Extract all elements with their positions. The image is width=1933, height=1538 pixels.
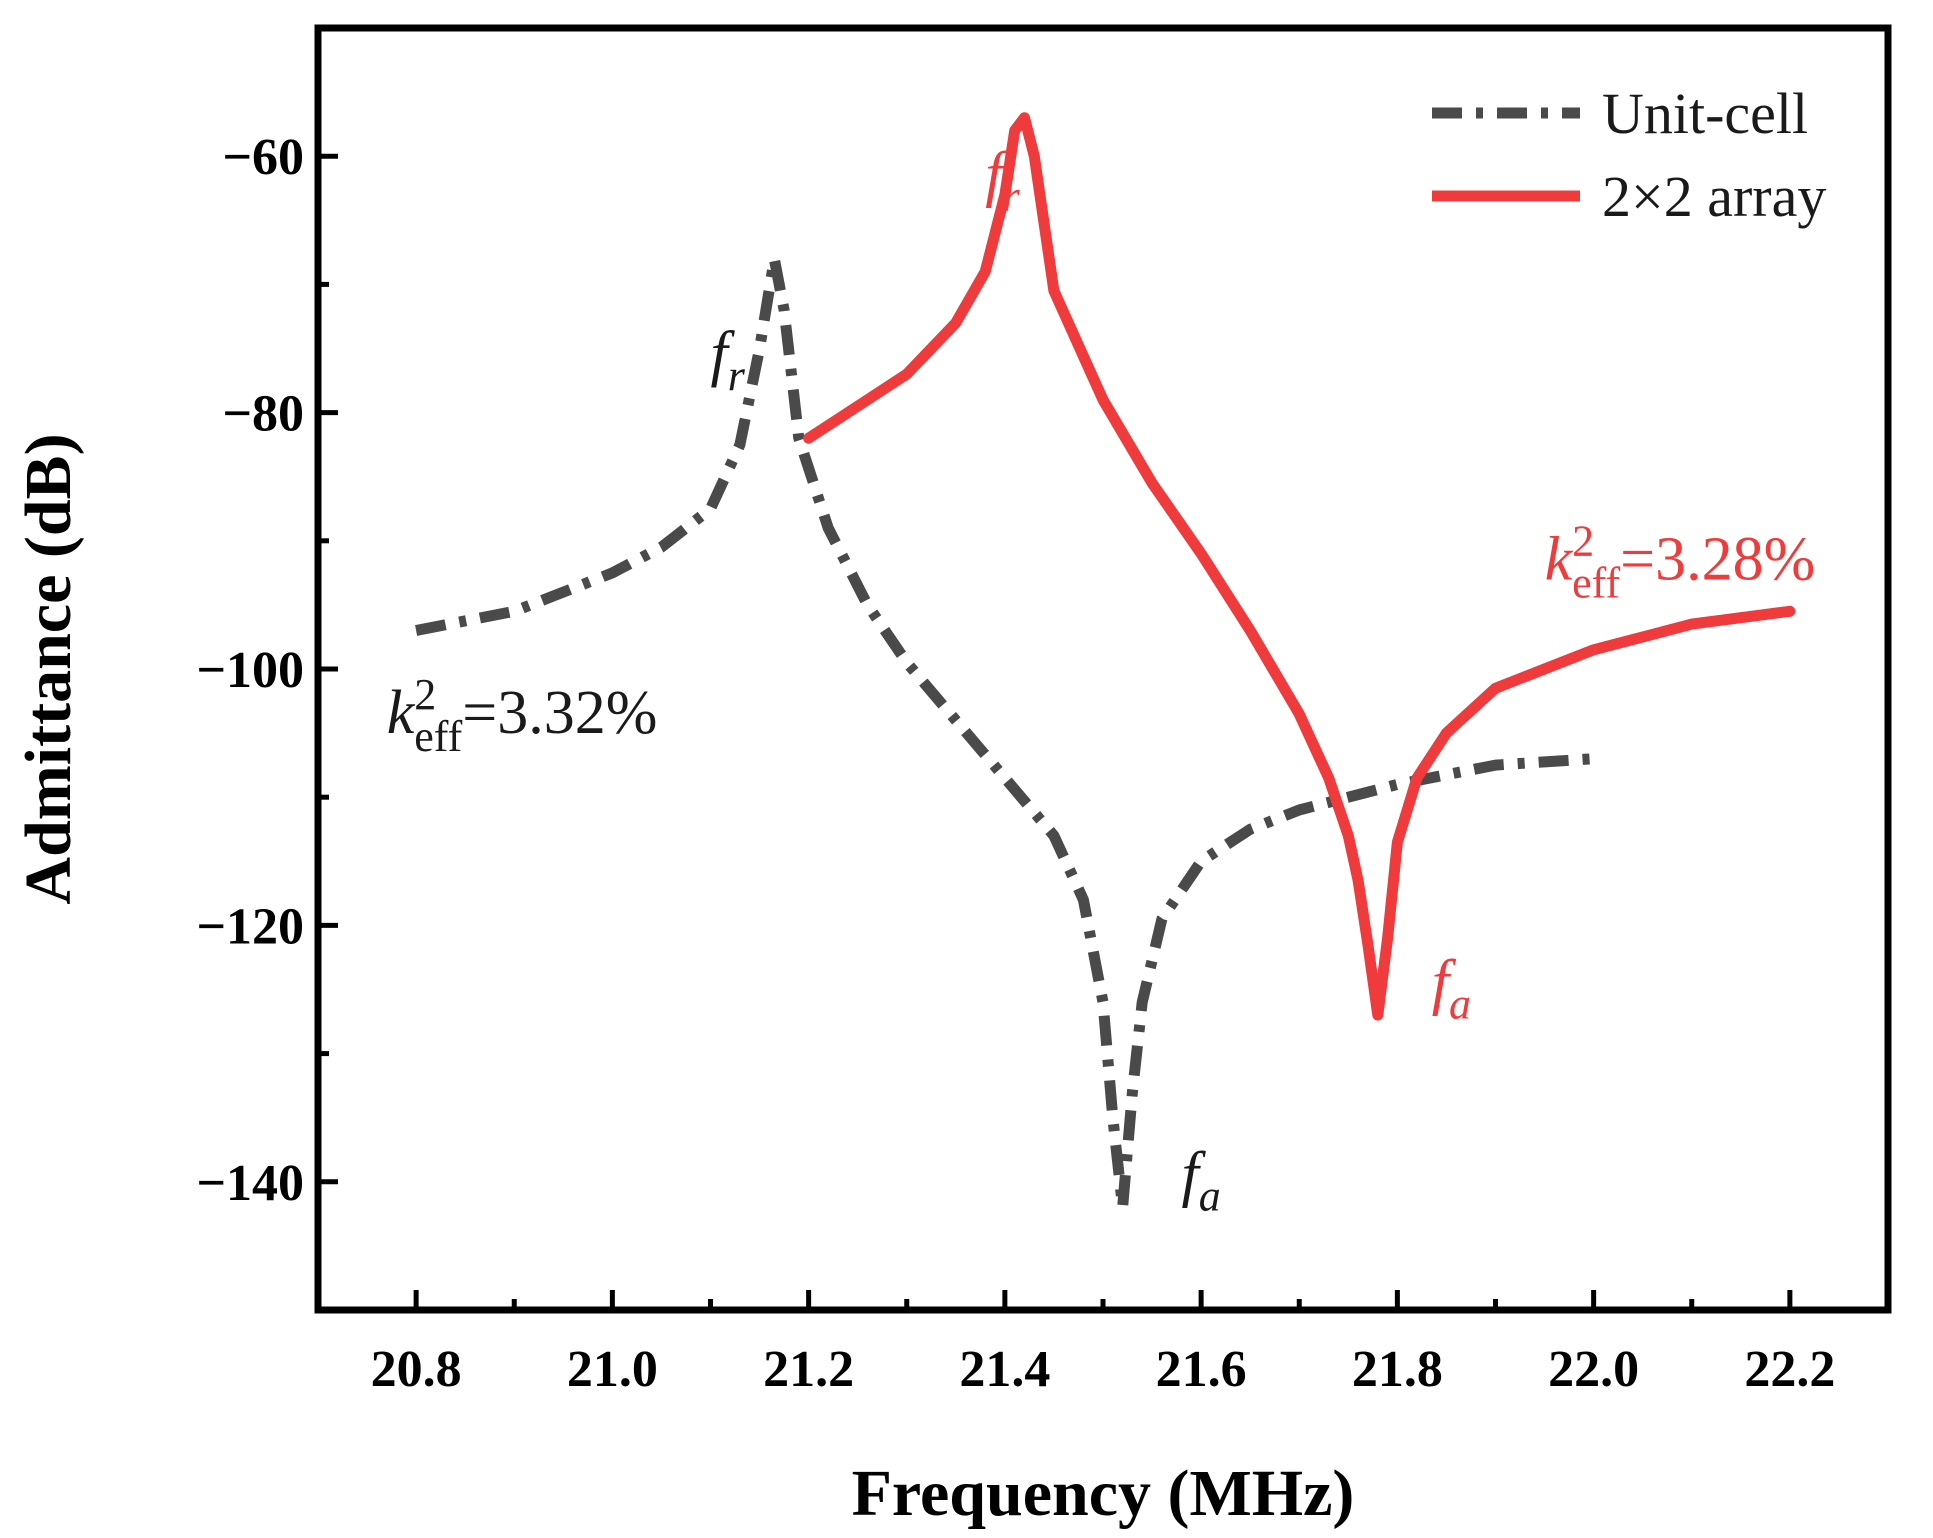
y-tick-label: −120: [196, 898, 304, 955]
x-tick-label: 22.0: [1548, 1341, 1639, 1398]
x-tick-label: 21.2: [763, 1341, 854, 1398]
annotation-3: fa: [1182, 1141, 1221, 1221]
x-axis-title: Frequency (MHz): [852, 1457, 1355, 1530]
annotation-subscript: eff: [1572, 558, 1620, 607]
x-tick-label: 20.8: [371, 1341, 462, 1398]
annotation-subscript: eff: [414, 712, 462, 761]
series-layer: [415, 112, 1796, 1213]
legend: Unit-cell 2×2 array: [1432, 81, 1826, 229]
annotation-1: fr: [711, 320, 746, 400]
axis-ticks: 20.8 21.0 21.2 21.4 21.6 21.8 22.0 22.2 −60 −80 −1…: [196, 25, 1835, 1398]
annotation-5: k2 eff=3.32%: [387, 670, 658, 761]
y-tick-label: −140: [196, 1155, 304, 1212]
x-tick-label: 21.6: [1156, 1341, 1247, 1398]
y-axis-title: Admittance (dB): [12, 433, 85, 904]
legend-array-label: 2×2 array: [1602, 164, 1826, 229]
y-tick-label: −80: [222, 386, 304, 443]
annotation-4: k2 eff=3.28%: [1545, 516, 1816, 607]
legend-unit-cell-label: Unit-cell: [1602, 81, 1808, 146]
series-unit-cell-line: [415, 253, 1594, 1213]
annotation-subscript: a: [1449, 979, 1471, 1028]
y-tick-label: −100: [196, 642, 304, 699]
annotation-subscript: a: [1199, 1172, 1221, 1221]
annotation-2: fa: [1432, 948, 1471, 1028]
annotation-superscript: 2: [1572, 516, 1594, 565]
annotation-subscript: r: [728, 351, 746, 400]
annotation-value: =3.28%: [1620, 525, 1815, 593]
annotation-superscript: 2: [414, 670, 436, 719]
y-tick-label: −60: [222, 129, 304, 186]
series-array-line: [803, 112, 1796, 1021]
x-tick-label: 21.4: [959, 1341, 1050, 1398]
x-tick-label: 21.0: [567, 1341, 658, 1398]
x-tick-label: 22.2: [1744, 1341, 1835, 1398]
annotation-subscript: r: [1002, 172, 1020, 221]
annotation-value: =3.32%: [462, 679, 657, 747]
x-tick-label: 21.8: [1352, 1341, 1443, 1398]
annotation-symbol: k: [1545, 525, 1574, 593]
annotation-symbol: k: [387, 679, 416, 747]
